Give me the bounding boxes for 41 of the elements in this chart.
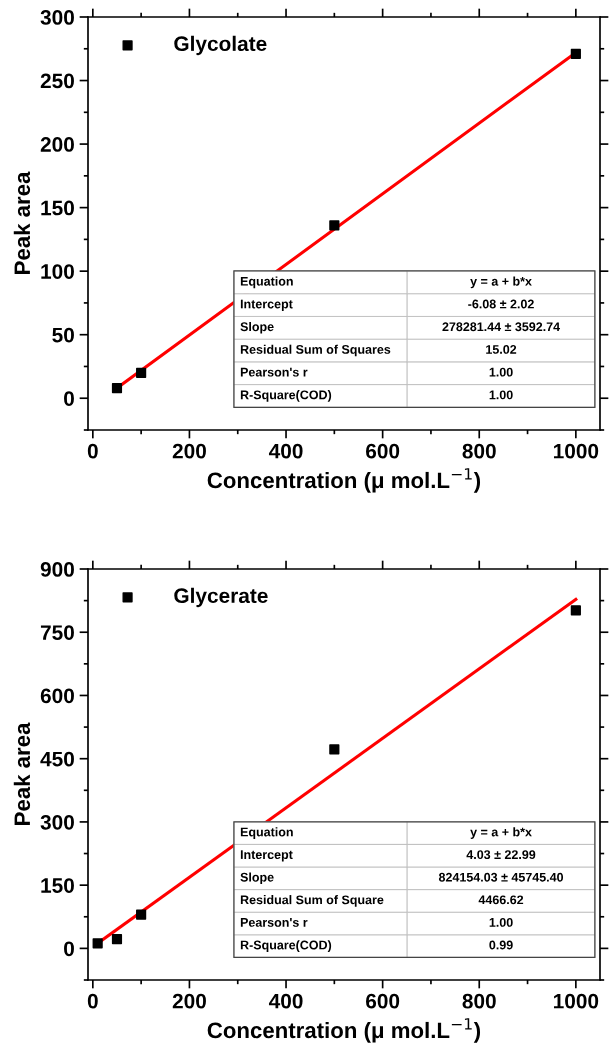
- x-tick-label: 1000: [553, 443, 599, 459]
- point: [329, 220, 340, 231]
- x-tick-label: 400: [268, 443, 303, 459]
- point: [111, 934, 123, 945]
- x-tick-label: 800: [462, 443, 496, 459]
- x-tick-label: 600: [366, 443, 400, 459]
- y-tick-label: 900: [40, 562, 74, 577]
- x-tick-label: 600: [366, 993, 400, 1009]
- x-tick-label: 200: [172, 993, 206, 1009]
- y-tick-label: 150: [41, 200, 74, 216]
- y-tick-label: 150: [41, 878, 74, 893]
- y-tick-label: 250: [40, 73, 74, 89]
- y-tick-label: 750: [40, 625, 74, 640]
- x-tick-label: 0: [87, 993, 98, 1009]
- y-tick-label: 300: [40, 814, 74, 830]
- y-tick-label: 50: [52, 327, 74, 343]
- x-tick-label: 400: [268, 993, 303, 1009]
- x-axis-title: Concentration (μ mol.L$^{−1}$): [207, 468, 481, 493]
- point: [570, 605, 581, 616]
- x-tick-label: 200: [172, 443, 206, 459]
- x-tick-label: 800: [462, 993, 496, 1009]
- point: [111, 382, 123, 394]
- legend-label: Glycolate: [174, 35, 267, 56]
- y-tick-label: 0: [64, 941, 74, 957]
- point: [136, 367, 147, 378]
- y-axis-title: Peak area: [13, 722, 31, 825]
- legend-label: Glycerate: [174, 587, 268, 608]
- point: [570, 48, 581, 59]
- y-tick-label: 600: [40, 688, 74, 704]
- point: [136, 909, 147, 920]
- x-tick-label: 1000: [553, 993, 599, 1009]
- y-tick-label: 450: [40, 751, 74, 767]
- y-tick-label: 300: [40, 10, 74, 25]
- y-tick-label: 0: [64, 391, 74, 406]
- y-tick-label: 200: [40, 137, 74, 152]
- point: [92, 938, 103, 949]
- x-tick-label: 0: [87, 443, 98, 459]
- y-tick-label: 100: [41, 264, 74, 279]
- x-axis-title: Concentration (μ mol.L$^{−1}$): [207, 1018, 481, 1043]
- y-axis-title: Peak area: [13, 171, 31, 274]
- point: [329, 744, 340, 755]
